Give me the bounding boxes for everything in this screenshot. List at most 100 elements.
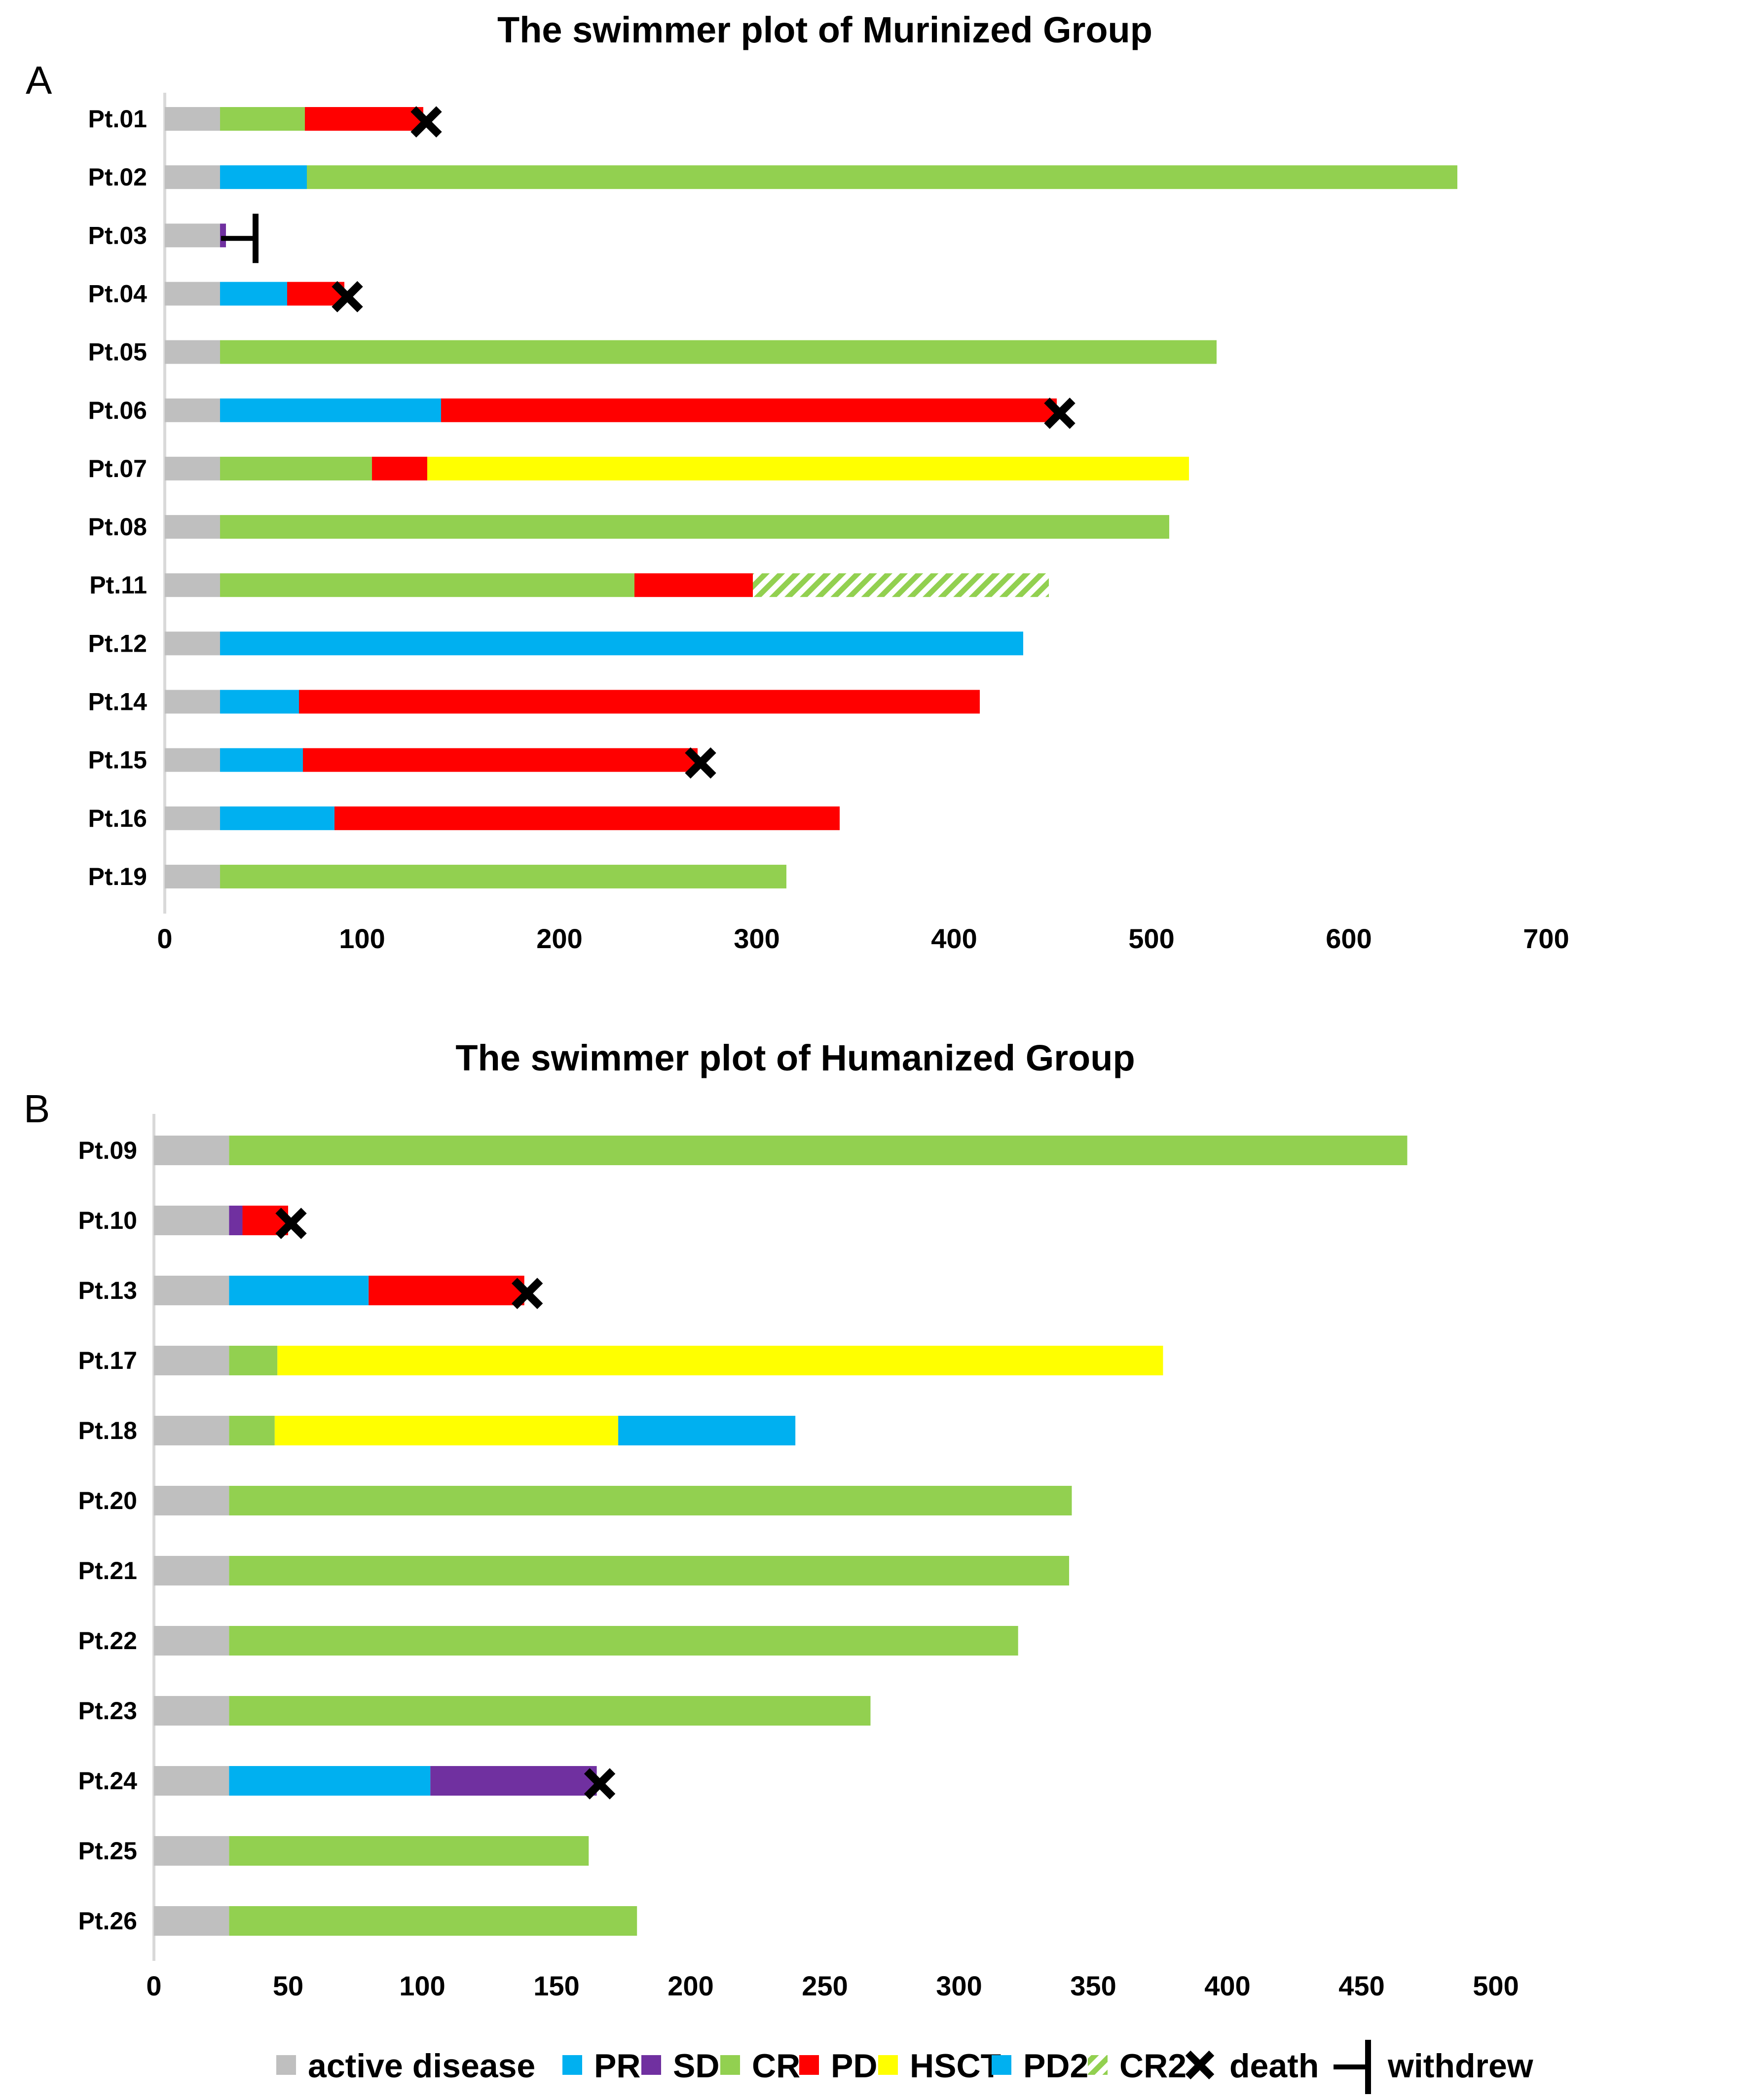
bar-segment-active-disease [165,340,220,364]
bar-segment-active-disease [165,515,220,539]
bar-segment-active-disease [165,165,220,189]
patient-row: Pt.26 [78,1906,637,1936]
patient-label: Pt.09 [78,1137,137,1164]
legend-entry-SD: SD [641,2047,719,2085]
patient-row: Pt.22 [78,1626,1018,1656]
panel-b-humanized: The swimmer plot of Humanized Group B Pt… [24,1037,1519,2001]
patient-label: Pt.20 [78,1487,137,1514]
bar-segment-PR [220,806,334,830]
bar-segment-SD [430,1766,597,1796]
patient-label: Pt.17 [78,1347,137,1374]
patient-label: Pt.13 [78,1277,137,1304]
patient-label: Pt.15 [88,746,147,774]
patient-row: Pt.08 [88,513,1169,541]
bar-segment-PR [220,398,441,422]
patient-row: Pt.02 [88,163,1457,191]
bar-segment-active-disease [165,456,220,480]
bar-segment-active-disease [154,1766,229,1796]
bar-segment-active-disease [154,1486,229,1515]
patient-label: Pt.25 [78,1837,137,1865]
patient-label: Pt.23 [78,1697,137,1725]
legend-entry-PD: PD [799,2047,877,2085]
bar-segment-CR2 [753,573,1049,597]
x-tick-label: 150 [533,1970,579,2001]
bar-segment-active-disease [154,1346,229,1375]
legend-swatch [1088,2055,1108,2075]
patient-row: Pt.15 [88,746,716,779]
legend-entry-active-disease: active disease [276,2047,535,2085]
bar-segment-PD [299,690,980,714]
bar-segment-PR [220,165,307,189]
bar-segment-active-disease [154,1416,229,1445]
bar-segment-active-disease [165,864,220,888]
legend-swatch [562,2055,582,2075]
bar-segment-HSCT [274,1416,619,1445]
legend-entry-PR: PR [562,2047,640,2085]
patient-label: Pt.16 [88,805,147,832]
patient-label: Pt.21 [78,1557,137,1584]
death-marker [332,281,363,313]
bar-segment-CR [220,864,786,888]
bar-segment-active-disease [154,1556,229,1585]
patient-label: Pt.24 [78,1767,137,1795]
bar-segment-CR [229,1136,1408,1165]
patient-label: Pt.26 [78,1907,137,1935]
x-tick-label: 300 [734,923,779,954]
bar-segment-active-disease [165,748,220,772]
patient-row: Pt.01 [88,105,442,138]
patient-label: Pt.22 [78,1627,137,1655]
patient-rows: Pt.09 Pt.10 Pt.13 Pt.17 Pt.18 Pt.20 Pt.21 Pt.22… [78,1136,1408,1936]
panel-letter: B [24,1087,50,1131]
patient-row: Pt.06 [88,397,1075,429]
legend-death-icon [1185,2050,1215,2080]
legend-label: PR [594,2047,640,2085]
patient-label: Pt.18 [78,1417,137,1444]
x-tick-label: 200 [668,1970,713,2001]
bar-segment-HSCT [277,1346,1163,1375]
patient-label: Pt.02 [88,163,147,191]
bar-segment-active-disease [154,1836,229,1866]
bar-segment-PD [441,398,1057,422]
patient-row: Pt.07 [88,455,1189,482]
bar-segment-CR [229,1626,1018,1656]
bar-segment-HSCT [427,456,1189,480]
patient-label: Pt.07 [88,455,147,482]
bar-segment-PR [220,690,299,714]
death-marker [1044,398,1075,429]
panel-letter: A [26,58,52,102]
patient-label: Pt.03 [88,221,147,249]
patient-row: Pt.21 [78,1556,1070,1585]
death-marker [275,1208,307,1239]
legend-label: PD [831,2047,877,2085]
legend-label: death [1229,2047,1319,2085]
bar-segment-active-disease [154,1206,229,1235]
patient-label: Pt.06 [88,397,147,424]
legend-withdrew-icon [1334,2040,1371,2094]
bar-segment-SD [220,223,226,248]
bar-segment-PD [372,456,427,480]
x-tick-label: 100 [399,1970,445,2001]
patient-label: Pt.08 [88,513,147,541]
bar-segment-active-disease [154,1626,229,1656]
x-tick-label: 100 [339,923,385,954]
bar-segment-active-disease [165,398,220,422]
death-marker [685,747,716,779]
x-tick-label: 400 [931,923,977,954]
bar-segment-active-disease [165,806,220,830]
patient-row: Pt.16 [88,805,840,832]
patient-label: Pt.11 [89,571,147,599]
bar-segment-PD [303,748,698,772]
legend-swatch [799,2055,819,2075]
bar-segment-CR [229,1556,1070,1585]
legend-label: CR [752,2047,800,2085]
patient-label: Pt.04 [88,280,147,307]
bar-segment-active-disease [165,631,220,656]
bar-segment-active-disease [165,107,220,131]
withdrew-marker [221,214,259,263]
death-marker [512,1278,543,1309]
legend-swatch [720,2055,740,2075]
chart-title: The swimmer plot of Humanized Group [455,1037,1135,1078]
legend-label: withdrew [1387,2047,1534,2085]
patient-label: Pt.05 [88,338,147,366]
